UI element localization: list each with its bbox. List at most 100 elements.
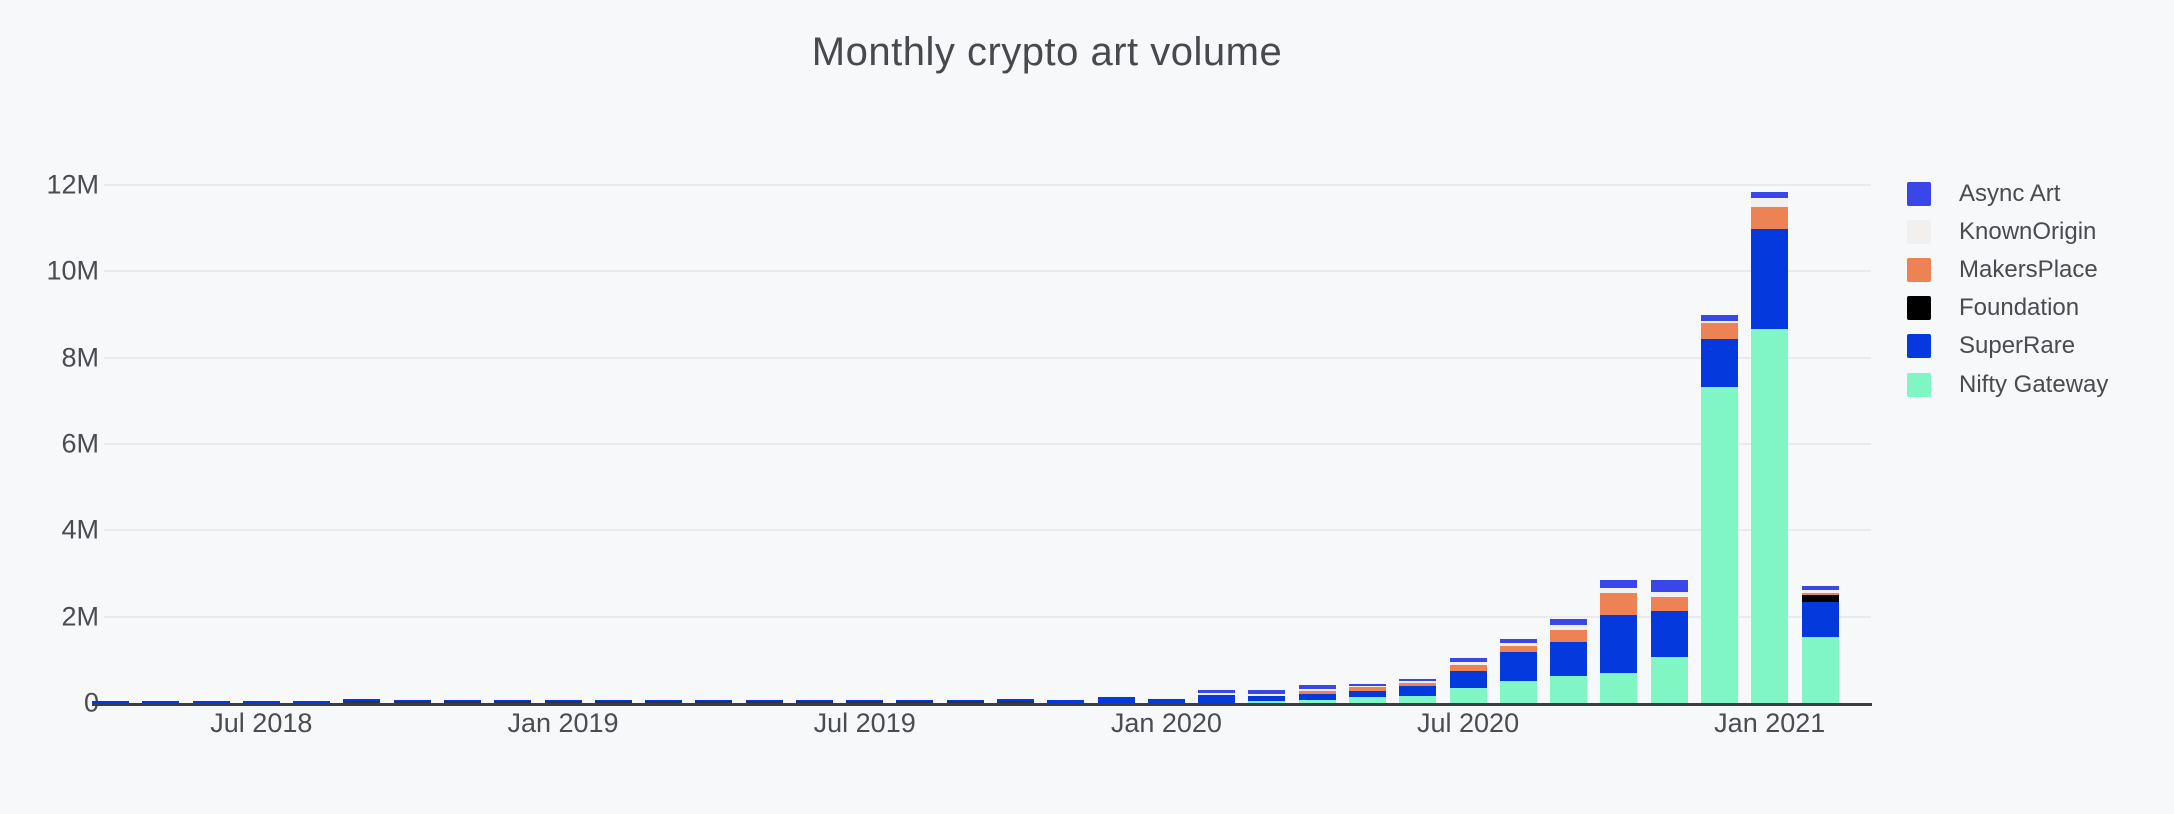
segment-async-art [1650,580,1688,593]
near-zero-dash [946,700,984,703]
bar-jul-2019[interactable] [846,699,884,703]
bar-jun-2018[interactable] [192,700,230,703]
segment-superrare [1751,228,1789,329]
near-zero-dash [846,700,884,703]
segment-superrare [1801,601,1839,637]
bar-mar-2020[interactable] [1248,690,1286,703]
legend-label: Async Art [1959,180,2061,207]
legend-swatch-foundation [1907,296,1931,321]
segment-superrare [494,699,532,701]
segment-superrare [1097,697,1135,703]
x-axis-line [92,703,1872,706]
segment-knownorigin [1801,589,1839,593]
segment-superrare [1650,610,1688,658]
segment-knownorigin [1650,592,1688,598]
bar-may-2018[interactable] [142,700,180,703]
bar-jan-2020[interactable] [1147,698,1185,703]
segment-knownorigin [1550,625,1588,631]
segment-superrare [393,699,431,701]
bar-mar-2019[interactable] [645,699,683,703]
bar-aug-2020[interactable] [1499,639,1537,703]
legend-item-foundation[interactable]: Foundation [1907,289,2079,327]
segment-makersplace [1550,630,1588,643]
segment-superrare [1399,686,1437,696]
legend-item-nifty-gateway[interactable]: Nifty Gateway [1907,366,2108,404]
segment-superrare [1349,690,1386,697]
segment-superrare [1047,699,1085,703]
segment-superrare [1499,652,1537,682]
bar-dec-2020[interactable] [1700,315,1738,703]
segment-superrare [142,700,180,703]
segment-superrare [846,699,884,701]
near-zero-dash [443,700,481,703]
legend-item-superrare[interactable]: SuperRare [1907,327,2075,365]
legend-swatch-superrare [1907,334,1931,359]
segment-makersplace [1399,682,1437,687]
gridline-4M [104,529,1871,532]
segment-superrare [1600,614,1638,674]
bar-aug-2019[interactable] [896,699,934,703]
segment-superrare [896,699,934,701]
bar-apr-2019[interactable] [695,699,733,703]
bar-aug-2018[interactable] [293,700,331,703]
bar-oct-2019[interactable] [997,699,1035,703]
bar-oct-2020[interactable] [1600,580,1638,703]
x-tick-label-jan-2019: Jan 2019 [507,708,619,738]
segment-foundation [1801,595,1839,602]
x-tick-label-jul-2020: Jul 2020 [1417,708,1520,738]
segment-makersplace [1650,597,1688,611]
segment-superrare [92,700,129,703]
segment-async-art [1198,689,1236,694]
bar-sep-2020[interactable] [1550,619,1588,703]
bar-apr-2018[interactable] [92,700,129,703]
bar-sep-2019[interactable] [946,699,984,703]
bar-nov-2018[interactable] [443,699,481,703]
bar-jan-2021[interactable] [1751,192,1789,703]
bar-dec-2019[interactable] [1097,696,1135,703]
segment-nifty-gateway [1248,701,1286,703]
legend-item-async-art[interactable]: Async Art [1907,175,2060,213]
bar-nov-2020[interactable] [1650,580,1688,703]
chart-title: Monthly crypto art volume [811,30,1283,74]
segment-superrare [645,699,683,701]
bar-jan-2019[interactable] [544,699,582,703]
segment-superrare [795,699,833,701]
near-zero-dash [343,700,381,703]
segment-makersplace [1700,322,1738,339]
segment-async-art [1801,586,1839,590]
bar-jul-2018[interactable] [242,700,280,703]
bar-sep-2018[interactable] [343,698,381,703]
segment-knownorigin [1499,643,1537,647]
bar-oct-2018[interactable] [393,699,431,703]
near-zero-dash [997,700,1035,703]
bar-feb-2020[interactable] [1198,689,1236,703]
bar-dec-2018[interactable] [494,699,532,703]
bar-feb-2021[interactable] [1801,586,1839,703]
segment-superrare [997,699,1035,701]
plot-area: 0 2M 4M 6M 8M 10M 12M Jul 2018 Jan 2019 Jul 2019… [46,169,1872,738]
bar-feb-2019[interactable] [594,699,632,703]
gridline-6M [104,442,1871,445]
legend-swatch-async-art [1907,182,1931,206]
segment-superrare [1298,693,1336,700]
bar-nov-2019[interactable] [1047,699,1085,703]
segment-knownorigin [1198,693,1236,696]
legend-label: Nifty Gateway [1959,370,2109,398]
segment-async-art [1700,315,1738,321]
bar-jun-2020[interactable] [1399,678,1437,703]
bar-jul-2020[interactable] [1449,658,1487,703]
bar-may-2019[interactable] [745,699,783,703]
segment-superrare [544,699,582,701]
segment-knownorigin [1399,681,1437,683]
legend-item-makersplace[interactable]: MakersPlace [1907,251,2098,289]
segment-superrare [1198,695,1236,703]
segment-makersplace [1499,646,1537,653]
legend-swatch-nifty-gateway [1907,372,1931,397]
bar-may-2020[interactable] [1349,683,1386,703]
segment-nifty-gateway [1499,681,1537,703]
bar-apr-2020[interactable] [1298,685,1336,703]
segment-async-art [1600,580,1638,589]
bar-jun-2019[interactable] [795,699,833,703]
near-zero-dash [795,700,833,703]
legend-item-knownorigin[interactable]: KnownOrigin [1907,213,2096,251]
